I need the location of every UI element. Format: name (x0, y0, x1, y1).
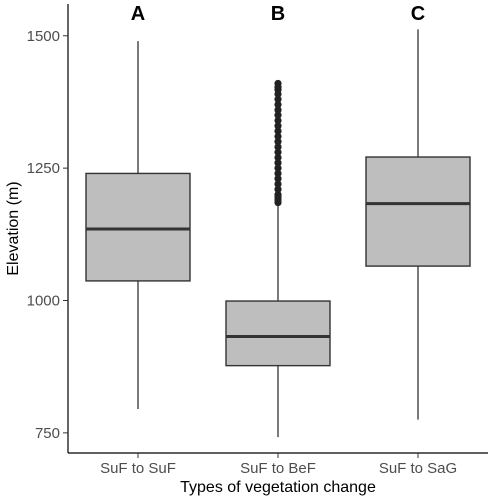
outlier-point (274, 143, 282, 151)
outlier-point (274, 148, 282, 156)
outlier-point (274, 138, 282, 146)
outlier-point (274, 180, 282, 188)
outlier-point (274, 116, 282, 125)
y-axis-title: Elevation (m) (5, 181, 22, 275)
iqr-box (225, 300, 331, 367)
outlier-point (274, 95, 282, 103)
outlier-point (274, 132, 282, 140)
y-tick-label: 1000 (27, 293, 60, 310)
y-tick-label: 750 (35, 425, 60, 442)
y-tick-label: 1500 (27, 28, 60, 45)
y-axis-ticks: 750 1000 1250 1500 (27, 28, 68, 442)
outlier-point (274, 101, 282, 109)
iqr-box (85, 172, 191, 282)
outlier-point (274, 169, 282, 178)
x-tick-label: SuF to SaG (379, 460, 457, 477)
outlier-point (274, 175, 282, 183)
y-tick-label: 1250 (27, 160, 60, 177)
outlier-point (274, 79, 282, 88)
box-group-2: B (225, 3, 331, 438)
outlier-point (274, 122, 282, 130)
outlier-point (274, 127, 282, 135)
x-axis-title: Types of vegetation change (180, 479, 376, 496)
outlier-point (274, 153, 282, 162)
x-tick-label: SuF to SuF (100, 460, 176, 477)
significance-letter: B (271, 3, 285, 25)
x-tick-label: SuF to BeF (240, 460, 316, 477)
outlier-point (274, 191, 282, 199)
iqr-box (365, 156, 471, 267)
plot-area: A B C (85, 3, 471, 438)
outlier-point (274, 111, 282, 119)
significance-letter: A (131, 3, 145, 25)
outlier-point (274, 185, 282, 193)
outlier-point (274, 106, 282, 114)
outlier-point (274, 159, 282, 167)
outlier-point (274, 164, 282, 172)
significance-letter: C (411, 3, 425, 25)
box-group-1: A (85, 3, 191, 410)
x-axis-ticks: SuF to SuF SuF to BeF SuF to SaG (100, 453, 457, 477)
box-group-3: C (365, 3, 471, 420)
